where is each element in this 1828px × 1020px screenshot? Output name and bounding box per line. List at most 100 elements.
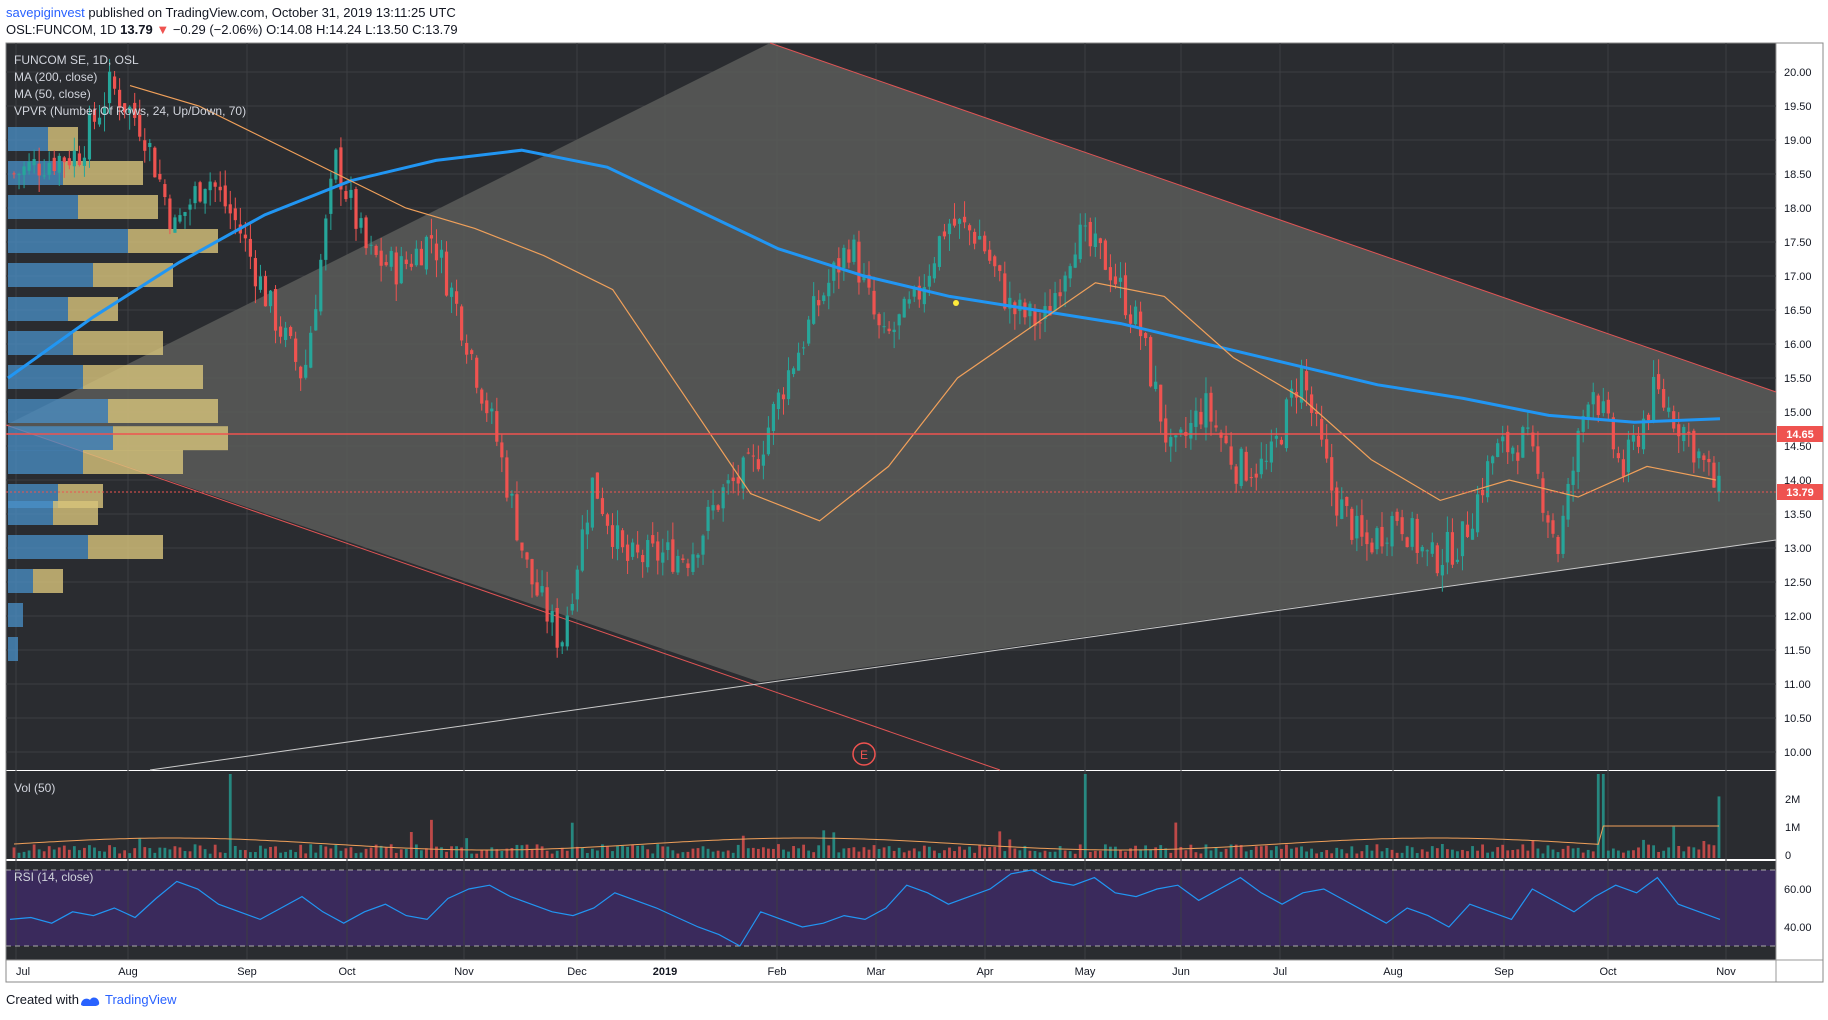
candle-body xyxy=(948,224,951,235)
volume-bar xyxy=(747,848,750,858)
volume-bar xyxy=(1089,852,1092,858)
candle-body xyxy=(943,231,946,236)
vpvr-down-bar xyxy=(88,535,163,559)
vpvr-down-bar xyxy=(33,569,63,593)
legend-rsi[interactable]: RSI (14, close) xyxy=(14,870,93,884)
volume-bar xyxy=(536,844,539,858)
volume-bar xyxy=(1355,854,1358,858)
candle-body xyxy=(224,185,227,206)
volume-bar xyxy=(1029,851,1032,858)
candle-body xyxy=(732,478,735,481)
volume-bar xyxy=(1667,847,1670,858)
candle-body xyxy=(676,556,679,573)
candle-body xyxy=(1099,238,1102,243)
volume-bar xyxy=(1205,844,1208,858)
volume-bar xyxy=(1622,853,1625,858)
volume-bar xyxy=(1300,846,1303,858)
candle-body xyxy=(1245,452,1248,481)
volume-bar xyxy=(551,854,554,858)
candle-body xyxy=(1240,449,1243,486)
candle-body xyxy=(113,76,116,88)
volume-bar xyxy=(792,846,795,858)
volume-bar xyxy=(1018,850,1021,858)
volume-bar xyxy=(1225,849,1228,858)
volume-bar xyxy=(727,850,730,858)
legend-vpvr[interactable]: VPVR (Number Of Rows, 24, Up/Down, 70) xyxy=(14,104,246,118)
candle-body xyxy=(1456,560,1459,562)
candle-body xyxy=(98,118,101,125)
volume-bar xyxy=(148,848,151,858)
volume-bar xyxy=(1602,774,1605,858)
candle-body xyxy=(400,256,403,283)
candle-body xyxy=(1375,528,1378,549)
volume-bar xyxy=(1612,849,1615,858)
candle-body xyxy=(1491,456,1494,463)
candle-body xyxy=(1230,446,1233,464)
price-tick-label: 17.50 xyxy=(1784,237,1812,249)
candle-body xyxy=(711,505,714,510)
volume-bar xyxy=(63,846,66,858)
volume-bar xyxy=(1557,852,1560,858)
vpvr-up-bar xyxy=(8,501,53,525)
volume-bar xyxy=(400,849,403,858)
vpvr-up-bar xyxy=(8,426,113,450)
candle-body xyxy=(1038,322,1041,323)
volume-bar xyxy=(93,848,96,858)
volume-bar xyxy=(893,851,896,858)
time-tick-label: Apr xyxy=(976,966,993,978)
candle-body xyxy=(1194,411,1197,427)
volume-bar xyxy=(973,853,976,858)
candle-body xyxy=(1561,516,1564,554)
candle-body xyxy=(1124,275,1127,315)
volume-bar xyxy=(1411,847,1414,858)
legend-ma50[interactable]: MA (50, close) xyxy=(14,87,91,101)
volume-bar xyxy=(1662,851,1665,858)
volume-bar xyxy=(1371,851,1374,858)
volume-bar xyxy=(1210,850,1213,858)
candle-body xyxy=(1446,532,1449,562)
volume-bar xyxy=(631,845,634,858)
candle-body xyxy=(12,173,15,174)
candle-body xyxy=(153,148,156,178)
volume-bar xyxy=(913,848,916,858)
legend-ma200[interactable]: MA (200, close) xyxy=(14,70,97,84)
volume-bar xyxy=(28,850,31,858)
volume-bar xyxy=(420,850,423,858)
volume-bar xyxy=(998,831,1001,858)
candle-body xyxy=(1119,278,1122,282)
candle-body xyxy=(17,174,20,175)
candle-body xyxy=(898,314,901,325)
legend-volume[interactable]: Vol (50) xyxy=(14,781,55,795)
candle-body xyxy=(249,239,252,257)
candle-body xyxy=(1421,547,1424,551)
candle-body xyxy=(435,244,438,261)
candle-body xyxy=(717,505,720,510)
candle-body xyxy=(837,258,840,272)
volume-bar xyxy=(138,839,141,858)
vpvr-up-bar xyxy=(8,229,128,253)
candle-body xyxy=(294,339,297,362)
tradingview-brand-link[interactable]: TradingView xyxy=(105,992,177,1007)
candle-body xyxy=(1712,463,1715,488)
volume-bar xyxy=(1406,846,1409,858)
candle-body xyxy=(777,393,780,410)
vpvr-down-bar xyxy=(83,365,203,389)
candle-body xyxy=(440,250,443,258)
candle-body xyxy=(1521,427,1524,458)
volume-bar xyxy=(596,851,599,858)
candle-body xyxy=(405,260,408,264)
volume-bar xyxy=(234,846,237,858)
volume-bar xyxy=(888,846,891,858)
volume-bar xyxy=(1391,850,1394,858)
volume-bar xyxy=(1526,851,1529,858)
time-tick-label: Sep xyxy=(237,966,257,978)
volume-pane[interactable] xyxy=(6,771,1776,859)
volume-bar xyxy=(340,851,343,858)
volume-bar xyxy=(1315,853,1318,858)
volume-bar xyxy=(128,853,131,858)
candle-body xyxy=(802,347,805,348)
candle-body xyxy=(1607,400,1610,414)
candle-body xyxy=(1511,448,1514,454)
candle-body xyxy=(138,115,141,137)
